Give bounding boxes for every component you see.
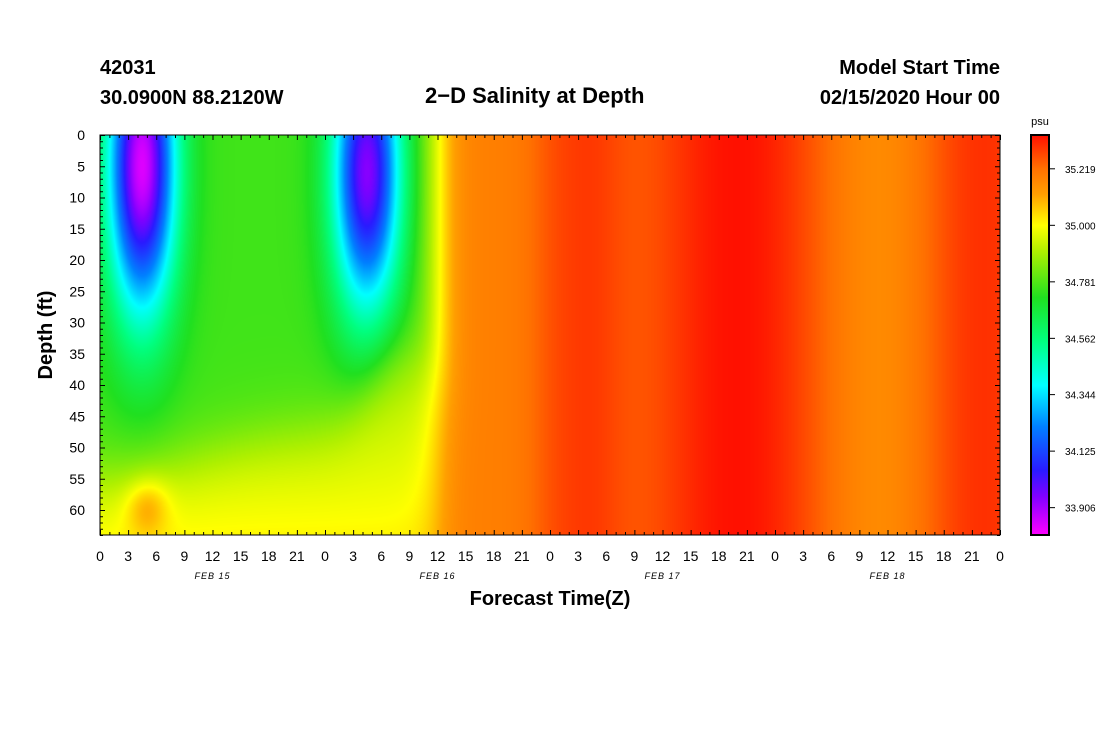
y-tick-label: 10: [69, 190, 85, 206]
x-tick-label: 15: [233, 548, 249, 564]
x-tick-label: 3: [799, 548, 807, 564]
x-tick-label: 9: [405, 548, 413, 564]
heatmap-area: [100, 135, 1000, 535]
station-location: 30.0900N 88.2120W: [100, 87, 284, 109]
x-tick-label: 9: [180, 548, 188, 564]
y-tick-label: 45: [69, 408, 85, 424]
y-axis-label: Depth (ft): [35, 291, 57, 380]
x-axis-label: Forecast Time(Z): [470, 588, 631, 610]
x-tick-label: 6: [377, 548, 385, 564]
x-tick-label: 21: [964, 548, 980, 564]
salinity-heatmap: [100, 135, 1000, 535]
colorbar-tick-label: 34.125: [1065, 447, 1096, 458]
x-tick-label: 0: [546, 548, 554, 564]
model-start-label: Model Start Time: [839, 57, 1000, 79]
colorbar-unit: psu: [1031, 116, 1049, 128]
y-tick-label: 15: [69, 221, 85, 237]
colorbar-tick-label: 33.906: [1065, 504, 1096, 515]
y-tick-label: 5: [77, 158, 85, 174]
y-tick-label: 20: [69, 252, 85, 268]
colorbar-tick-label: 35.219: [1065, 165, 1096, 176]
y-tick-label: 0: [77, 127, 85, 143]
x-tick-label: 12: [880, 548, 896, 564]
y-tick-label: 55: [69, 471, 85, 487]
chart-title: 2−D Salinity at Depth: [425, 83, 645, 108]
colorbar-tick-label: 34.562: [1065, 334, 1096, 345]
y-tick-label: 30: [69, 315, 85, 331]
colorbar-scale: [1030, 134, 1050, 536]
x-tick-label: 6: [827, 548, 835, 564]
x-tick-label: 18: [936, 548, 952, 564]
x-tick-label: 3: [124, 548, 132, 564]
x-tick-label: 0: [321, 548, 329, 564]
x-tick-label: 18: [261, 548, 277, 564]
x-tick-label: 21: [514, 548, 530, 564]
x-tick-label: 18: [486, 548, 502, 564]
date-label: FEB 18: [869, 571, 905, 581]
x-tick-label: 9: [630, 548, 638, 564]
x-tick-label: 12: [655, 548, 671, 564]
x-tick-label: 0: [771, 548, 779, 564]
x-tick-label: 15: [683, 548, 699, 564]
x-tick-label: 21: [739, 548, 755, 564]
x-tick-label: 15: [458, 548, 474, 564]
x-tick-label: 18: [711, 548, 727, 564]
x-tick-label: 12: [205, 548, 221, 564]
date-label: FEB 15: [194, 571, 230, 581]
x-tick-label: 6: [152, 548, 160, 564]
x-tick-label: 0: [996, 548, 1004, 564]
model-start-value: 02/15/2020 Hour 00: [819, 87, 1000, 109]
axes: 0 3 6 9 12 15 18 21 0 3 6 9 12 15 18 21 0 3 6 9 12 15 18 21 0 3 6 9…: [35, 127, 1004, 610]
y-tick-label: 35: [69, 346, 85, 362]
station-id: 42031: [100, 57, 156, 79]
x-tick-label: 0: [96, 548, 104, 564]
y-tick-label: 25: [69, 283, 85, 299]
x-tick-label: 6: [602, 548, 610, 564]
x-tick-label: 21: [289, 548, 305, 564]
x-tick-label: 3: [574, 548, 582, 564]
colorbar: 35.219 35.000 34.781 34.562 34.344 34.125 33.9…: [1030, 116, 1096, 536]
colorbar-tick-label: 35.000: [1065, 221, 1096, 232]
colorbar-tick-label: 34.344: [1065, 391, 1096, 402]
y-tick-label: 50: [69, 440, 85, 456]
x-tick-label: 12: [430, 548, 446, 564]
y-tick-label: 40: [69, 377, 85, 393]
colorbar-tick-label: 34.781: [1065, 278, 1096, 289]
x-tick-label: 3: [349, 548, 357, 564]
x-tick-label: 15: [908, 548, 924, 564]
y-tick-label: 60: [69, 502, 85, 518]
date-label: FEB 17: [644, 571, 680, 581]
date-label: FEB 16: [419, 571, 455, 581]
x-tick-label: 9: [855, 548, 863, 564]
